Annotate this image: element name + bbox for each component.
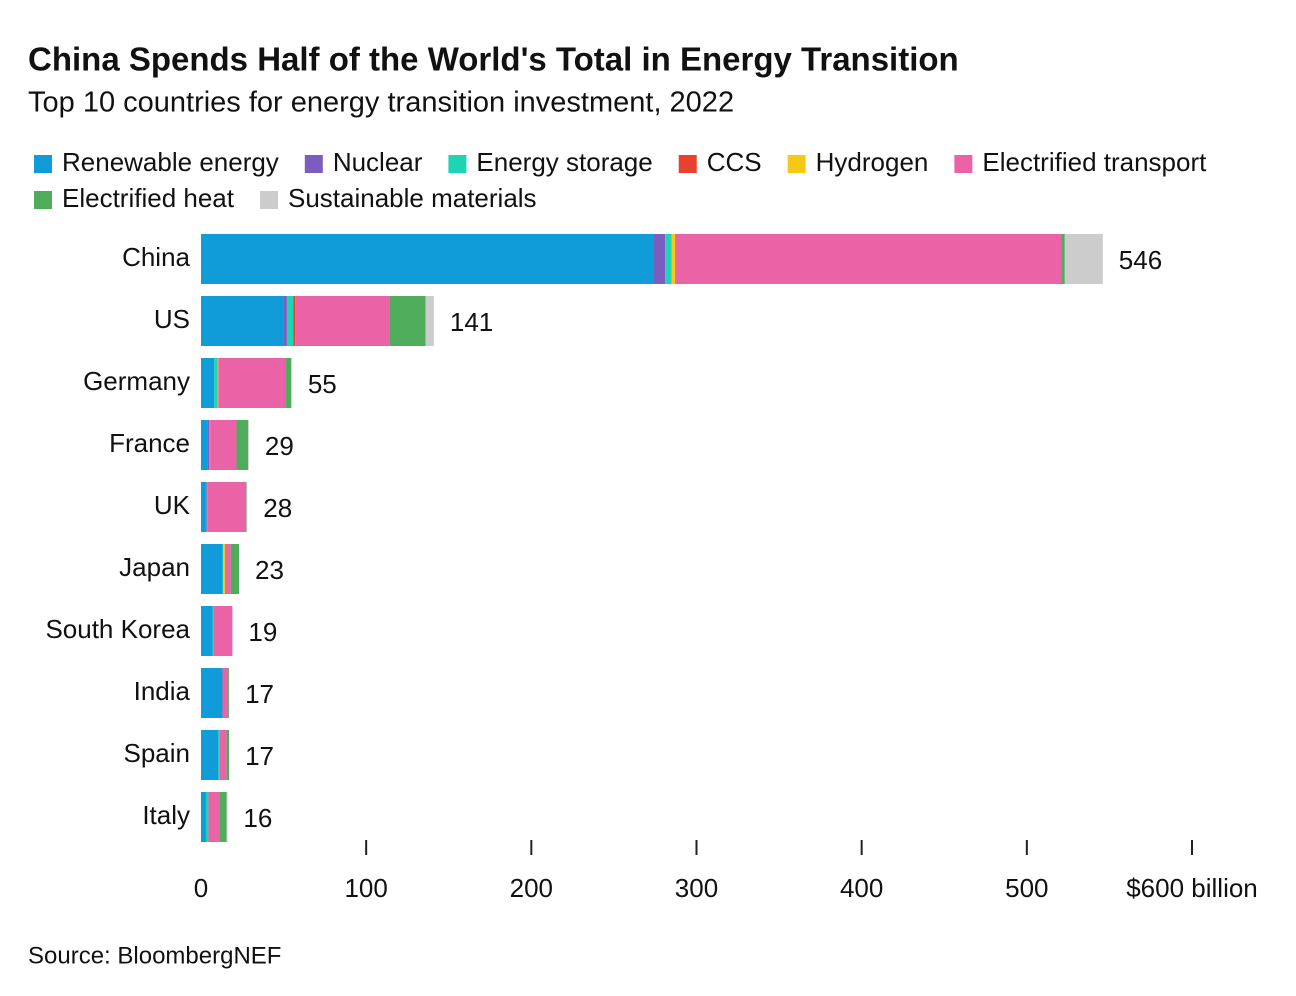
bar-segment	[201, 482, 206, 532]
legend-label: Energy storage	[476, 147, 652, 177]
legend-label: CCS	[707, 147, 762, 177]
total-label: 141	[450, 307, 493, 337]
bar-segment	[223, 544, 225, 594]
bar-segment	[653, 234, 666, 284]
bar-segment	[212, 606, 214, 656]
bar-segment	[293, 296, 296, 346]
legend-label: Sustainable materials	[288, 183, 537, 213]
bar-segment	[295, 296, 390, 346]
bar-segment	[210, 420, 237, 470]
legend-swatch	[34, 191, 52, 209]
bar-segment	[671, 234, 676, 284]
legend-swatch	[34, 155, 52, 173]
x-tick-label: $600 billion	[1126, 873, 1258, 903]
bar-segment	[389, 296, 426, 346]
x-tick-label: 0	[194, 873, 208, 903]
total-label: 55	[308, 369, 337, 399]
total-label: 28	[263, 493, 292, 523]
bar-segment	[208, 792, 220, 842]
bar-segment	[283, 296, 287, 346]
bar-segment	[217, 358, 219, 408]
bar-segment	[201, 606, 213, 656]
bar-segment	[236, 420, 249, 470]
legend-label: Nuclear	[333, 147, 423, 177]
bar-segment	[425, 296, 434, 346]
bar-segment	[1061, 234, 1065, 284]
legend-label: Electrified transport	[982, 147, 1207, 177]
bar-segment	[218, 358, 287, 408]
bar-segment	[286, 358, 292, 408]
x-tick-label: 400	[840, 873, 883, 903]
y-tick-label: Japan	[119, 552, 190, 582]
bar-segment	[286, 296, 294, 346]
bar-segment	[226, 730, 230, 780]
legend-swatch	[448, 155, 467, 173]
bar-segment	[201, 420, 208, 470]
y-tick-label: Germany	[83, 366, 190, 396]
bar-segment	[222, 668, 229, 718]
y-tick-label: South Korea	[45, 614, 190, 644]
total-label: 29	[265, 431, 294, 461]
chart-subtitle: Top 10 countries for energy transition i…	[28, 87, 734, 119]
bar-segment	[230, 544, 239, 594]
legend-swatch	[678, 155, 697, 173]
y-tick-label: India	[134, 676, 191, 706]
y-tick-label: US	[154, 304, 190, 334]
bar-segment	[201, 296, 284, 346]
total-label: 16	[243, 803, 272, 833]
legend-swatch	[787, 155, 806, 173]
y-tick-label: Spain	[124, 738, 191, 768]
legend-label: Renewable energy	[62, 147, 279, 177]
bar-segment	[205, 792, 209, 842]
legend-swatch	[259, 191, 278, 209]
bar-segment	[291, 358, 292, 408]
bar-segment	[214, 358, 218, 408]
bar-segment	[201, 544, 223, 594]
total-label: 17	[245, 679, 274, 709]
bar-segment	[218, 730, 220, 780]
bar-segment	[219, 792, 227, 842]
total-label: 23	[255, 555, 284, 585]
bar-segment	[205, 482, 207, 532]
bar-segment	[224, 544, 231, 594]
y-tick-label: China	[122, 242, 190, 272]
bar-segment	[226, 792, 228, 842]
total-label: 17	[245, 741, 274, 771]
y-tick-label: Italy	[142, 800, 190, 830]
bar-segment	[207, 482, 246, 532]
bar-segment	[207, 420, 210, 470]
bar-segment	[245, 482, 247, 532]
bar-segment	[201, 234, 654, 284]
chart-title: China Spends Half of the World's Total i…	[28, 41, 959, 78]
bar-segment	[201, 358, 215, 408]
bar-segment	[206, 482, 208, 532]
bar-segment	[201, 730, 219, 780]
bar-segment	[201, 668, 223, 718]
total-label: 546	[1119, 245, 1162, 275]
bar-segment	[213, 606, 233, 656]
y-tick-label: France	[109, 428, 190, 458]
y-tick-label: UK	[154, 490, 191, 520]
bar-segment	[222, 544, 224, 594]
legend-swatch	[954, 155, 973, 173]
bar-segment	[201, 792, 206, 842]
x-tick-label: 100	[344, 873, 387, 903]
x-tick-label: 500	[1005, 873, 1048, 903]
bar-segment	[219, 730, 227, 780]
x-tick-label: 300	[675, 873, 718, 903]
bar-segment	[248, 420, 249, 470]
bar-segment	[675, 234, 1062, 284]
legend-label: Electrified heat	[62, 183, 235, 213]
bar-segment	[228, 668, 230, 718]
x-tick-label: 200	[510, 873, 553, 903]
total-label: 19	[248, 617, 277, 647]
source: Source: BloombergNEF	[28, 942, 281, 969]
legend-swatch	[304, 155, 323, 173]
bar-segment	[665, 234, 672, 284]
bar-segment	[1064, 234, 1103, 284]
bar-segment	[246, 482, 248, 532]
legend-label: Hydrogen	[816, 147, 929, 177]
bar-segment	[209, 420, 211, 470]
